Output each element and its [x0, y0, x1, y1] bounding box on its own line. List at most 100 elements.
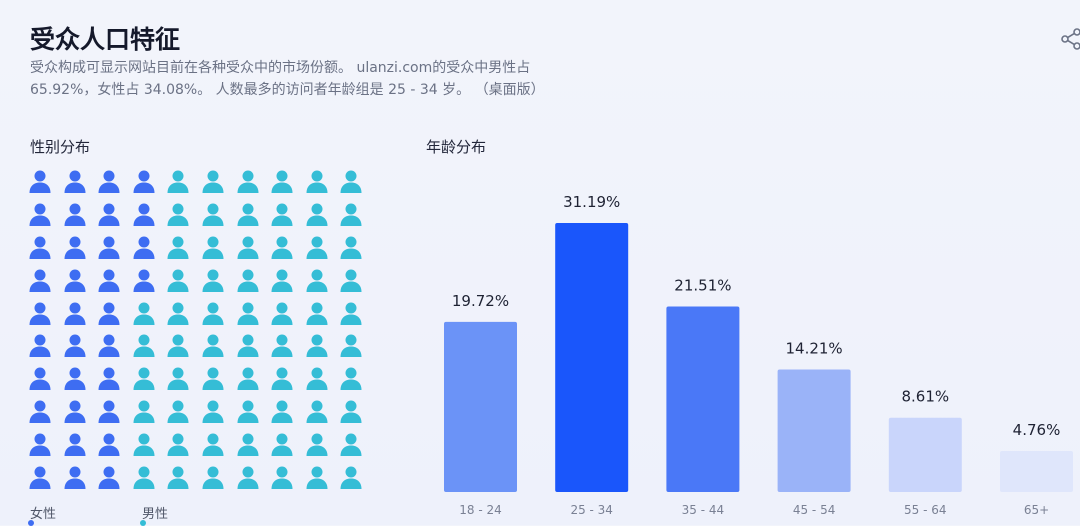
- age-bar: [444, 321, 517, 492]
- share-icon[interactable]: [1060, 27, 1080, 51]
- x-tick-label: 65+: [1024, 503, 1049, 517]
- bar-value-label: 4.76%: [1013, 421, 1061, 439]
- person-icon-female: [64, 367, 86, 391]
- person-icon-male: [202, 203, 224, 226]
- person-icon-male: [133, 334, 155, 358]
- person-icon-male: [271, 236, 293, 259]
- person-icon-male: [306, 334, 328, 358]
- bar-value-label: 19.72%: [452, 292, 509, 310]
- person-icon-male: [340, 269, 362, 292]
- person-icon-female: [98, 466, 120, 490]
- person-icon-male: [306, 203, 328, 226]
- x-tick-label: 25 - 34: [570, 503, 613, 517]
- person-icon-male: [167, 433, 189, 457]
- person-icon-male: [306, 236, 328, 259]
- person-icon-male: [133, 466, 155, 490]
- person-icon-male: [133, 302, 155, 325]
- person-icon-female: [29, 433, 51, 457]
- person-icon-male: [202, 269, 224, 292]
- person-icon-male: [271, 302, 293, 325]
- person-icon-female: [98, 302, 120, 325]
- person-icon-male: [202, 400, 224, 424]
- person-icon-male: [167, 334, 189, 358]
- person-icon-female: [133, 170, 155, 193]
- person-icon-male: [306, 170, 328, 193]
- person-icon-male: [271, 269, 293, 292]
- gender-legend: 女性 男性: [28, 503, 168, 526]
- age-bar: [888, 417, 962, 492]
- age-bar-chart: 19.72% 18 - 24 31.19% 25 - 34 21.51% 35 - 44 1…: [444, 193, 1073, 517]
- x-tick-label: 55 - 64: [904, 503, 947, 517]
- person-icon-male: [340, 466, 362, 490]
- page-title: 受众人口特征: [30, 25, 181, 54]
- person-icon-female: [64, 466, 86, 490]
- bar-value-label: 21.51%: [674, 276, 731, 294]
- person-icon-female: [29, 269, 51, 292]
- legend-item-female: 女性: [28, 503, 56, 526]
- person-icon-female: [29, 367, 51, 391]
- person-icon-female: [64, 203, 86, 226]
- person-icon-male: [167, 302, 189, 325]
- person-icon-male: [167, 367, 189, 391]
- x-tick-label: 18 - 24: [459, 503, 502, 517]
- person-icon-male: [340, 170, 362, 193]
- person-icon-male: [340, 236, 362, 259]
- person-icon-male: [237, 302, 259, 325]
- person-icon-male: [202, 302, 224, 325]
- person-icon-male: [167, 466, 189, 490]
- person-icon-female: [29, 302, 51, 325]
- gender-icon-grid: [28, 169, 363, 490]
- page-description: 受众构成可显示网站目前在各种受众中的市场份额。 ulanzi.com的受众中男性…: [30, 60, 545, 98]
- person-icon-male: [202, 367, 224, 391]
- person-icon-male: [340, 203, 362, 226]
- person-icon-female: [64, 302, 86, 325]
- person-icon-male: [306, 466, 328, 490]
- person-icon-female: [29, 334, 51, 358]
- person-icon-female: [29, 236, 51, 259]
- legend-dot-male: [140, 520, 147, 526]
- age-bar: [555, 223, 629, 492]
- person-icon-male: [237, 334, 259, 358]
- person-icon-male: [133, 400, 155, 424]
- person-icon-male: [237, 367, 259, 391]
- person-icon-male: [306, 269, 328, 292]
- bar-value-label: 8.61%: [901, 388, 949, 406]
- person-icon-male: [167, 269, 189, 292]
- person-icon-female: [98, 334, 120, 358]
- person-icon-male: [271, 203, 293, 226]
- person-icon-male: [167, 236, 189, 259]
- person-icon-male: [340, 302, 362, 325]
- person-icon-male: [202, 236, 224, 259]
- person-icon-male: [271, 400, 293, 424]
- person-icon-female: [64, 334, 86, 358]
- person-icon-female: [29, 466, 51, 490]
- person-icon-female: [98, 236, 120, 259]
- age-bar: [1000, 450, 1073, 492]
- person-icon-male: [202, 334, 224, 358]
- person-icon-female: [98, 203, 120, 226]
- bar-value-label: 14.21%: [785, 339, 842, 357]
- person-icon-female: [64, 236, 86, 259]
- person-icon-male: [237, 236, 259, 259]
- person-icon-female: [133, 203, 155, 226]
- person-icon-female: [64, 170, 86, 193]
- person-icon-male: [306, 367, 328, 391]
- gender-section-title: 性别分布: [30, 138, 91, 156]
- person-icon-male: [133, 433, 155, 457]
- person-icon-male: [167, 400, 189, 424]
- person-icon-female: [29, 400, 51, 424]
- person-icon-female: [98, 433, 120, 457]
- person-icon-male: [340, 367, 362, 391]
- person-icon-male: [340, 400, 362, 424]
- person-icon-female: [133, 269, 155, 292]
- person-icon-male: [237, 170, 259, 193]
- person-icon-male: [202, 466, 224, 490]
- person-icon-male: [167, 170, 189, 193]
- person-icon-female: [98, 170, 120, 193]
- person-icon-female: [133, 236, 155, 259]
- person-icon-male: [271, 334, 293, 358]
- legend-dot-female: [28, 520, 34, 526]
- person-icon-female: [98, 400, 120, 424]
- person-icon-male: [340, 433, 362, 457]
- person-icon-male: [306, 433, 328, 457]
